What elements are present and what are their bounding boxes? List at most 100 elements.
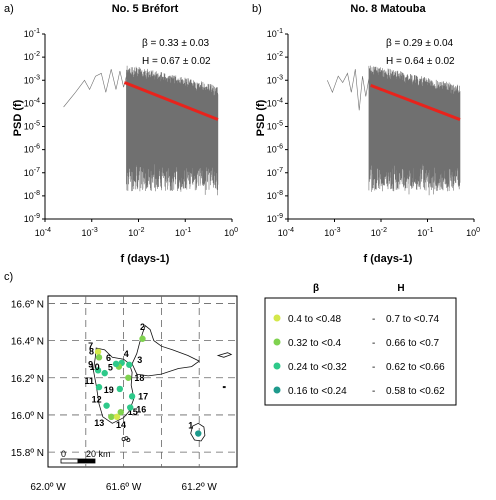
station-point-12 [103, 402, 110, 409]
map-y-tick-label: 16.4º N [11, 337, 44, 348]
psd-plot-brefort: 10-9 10-8 10-7 10-6 10-5 10-4 10-3 10-2 10-1 10-4… [24, 28, 238, 238]
panel-letter-b: b) [252, 3, 262, 15]
y-tick-label: 10-8 [267, 190, 283, 201]
x-tick-label: 10-4 [278, 227, 294, 238]
psd-plot-matouba: 10-9 10-8 10-7 10-6 10-5 10-4 10-3 10-2 10-1 10-4… [267, 28, 480, 238]
station-point-7 [94, 348, 102, 355]
legend-swatch [273, 314, 281, 322]
station-label-17: 17 [138, 391, 148, 401]
station-point-3 [126, 361, 133, 368]
hurst-stat-brefort: H = 0.67 ± 0.02 [142, 56, 211, 67]
islet [126, 438, 131, 443]
station-point-16 [127, 404, 134, 411]
legend-beta-range: 0.32 to <0.4 [288, 338, 342, 349]
x-tick-label: 10-4 [35, 227, 51, 238]
x-tick-label: 10-3 [82, 227, 98, 238]
y-tick-label: 10-8 [24, 190, 40, 201]
station-point-1 [195, 430, 202, 437]
y-tick-label: 10-9 [267, 213, 283, 224]
map-y-tick-label: 16.2º N [11, 374, 44, 385]
station-point-19 [116, 385, 124, 393]
station-label-4: 4 [124, 349, 129, 359]
y-tick-label: 10-5 [267, 121, 283, 132]
legend-beta-range: 0.4 to <0.48 [288, 314, 342, 325]
station-label-15: 15 [128, 407, 138, 417]
station-label-1: 1 [188, 421, 193, 431]
legend-h-range: 0.62 to <0.66 [386, 362, 445, 373]
legend-swatch [273, 362, 281, 370]
x-tick-label: 10-1 [175, 227, 191, 238]
station-point-17 [128, 393, 136, 400]
x-tick-label: 100 [224, 227, 238, 238]
station-label-10: 10 [90, 362, 100, 372]
x-axis-label-matouba: f (days-1) [364, 253, 413, 265]
panel-title-matouba: No. 8 Matouba [350, 3, 426, 15]
station-point-14 [113, 413, 121, 421]
station-label-13: 13 [94, 418, 104, 428]
y-tick-label: 10-2 [24, 51, 40, 62]
station-point-2 [139, 335, 146, 342]
psd-panel-brefort: a) No. 5 Bréfort 10-910-810-710-610-510-… [4, 3, 238, 265]
legend-swatch [273, 338, 281, 346]
legend-box [264, 297, 457, 406]
scale-bar-end-label: 20 km [86, 449, 111, 459]
station-label-6: 6 [106, 353, 111, 363]
map-x-tick-label: 61.6º W [106, 482, 142, 493]
x-tick-label: 10-2 [128, 227, 144, 238]
legend: β H 0.4 to <0.48-0.7 to <0.740.32 to <0.… [264, 283, 457, 406]
panel-letter-c: c) [4, 271, 13, 283]
y-axis-label-matouba: PSD (f) [255, 99, 267, 136]
y-tick-label: 10-1 [24, 28, 40, 39]
legend-h-range: 0.7 to <0.74 [386, 314, 440, 325]
station-point-8 [95, 354, 103, 361]
x-axis-label-brefort: f (days-1) [121, 253, 170, 265]
scale-bar-start-label: 0 [61, 449, 66, 459]
y-tick-label: 10-2 [267, 51, 283, 62]
coastline [216, 352, 233, 358]
station-map: 62.0º W 61.6º W 61.2º W 15.8º N 16.0º N 16.2º… [11, 295, 238, 493]
legend-item: 0.24 to <0.32 -0.62 to <0.66 [273, 362, 445, 373]
station-label-7: 7 [88, 341, 93, 351]
station-label-19: 19 [104, 385, 114, 395]
y-tick-label: 10-7 [24, 167, 40, 178]
beta-stat-matouba: β = 0.29 ± 0.04 [386, 38, 454, 49]
station-map-panel: c) 62.0º W 61.6º W 61.2º W15.8º N16.0º N16… [4, 271, 457, 493]
y-tick-label: 10-5 [24, 121, 40, 132]
psd-panel-matouba: b) No. 8 Matouba 10-910-810-710-610-510-… [252, 3, 480, 265]
station-label-12: 12 [92, 395, 102, 405]
station-point-9 [94, 367, 102, 374]
legend-separator: - [372, 314, 375, 325]
station-label-8: 8 [89, 346, 94, 356]
station-point-11 [95, 383, 103, 391]
station-point-13 [108, 413, 115, 421]
y-tick-label: 10-3 [24, 74, 40, 85]
station-label-16: 16 [136, 405, 146, 415]
legend-item: 0.32 to <0.4 -0.66 to <0.7 [273, 338, 440, 349]
station-point-10 [101, 369, 108, 377]
legend-items: 0.4 to <0.48-0.7 to <0.740.32 to <0.4-0.… [273, 314, 445, 397]
scale-bar-segment-black [77, 458, 96, 464]
legend-h-header: H [397, 283, 404, 294]
y-tick-label: 10-4 [267, 97, 283, 108]
legend-separator: - [372, 362, 375, 373]
station-label-14: 14 [116, 420, 126, 430]
y-tick-label: 10-1 [267, 28, 283, 39]
legend-h-range: 0.66 to <0.7 [386, 338, 440, 349]
fit-line-matouba [370, 83, 461, 121]
y-axis-label-brefort: PSD (f) [12, 99, 24, 136]
station-point-15 [117, 408, 124, 416]
station-label-9: 9 [88, 359, 93, 369]
x-tick-label: 10-3 [324, 227, 340, 238]
station-label-2: 2 [140, 322, 145, 332]
map-y-tick-label: 15.8º N [11, 448, 44, 459]
islet [121, 437, 126, 442]
legend-beta-header: β [313, 283, 319, 294]
station-label-11: 11 [85, 376, 95, 386]
panel-title-brefort: No. 5 Bréfort [112, 3, 179, 15]
coastline [92, 347, 135, 424]
map-frame [47, 295, 238, 468]
legend-item: 0.4 to <0.48 -0.7 to <0.74 [273, 314, 440, 325]
map-y-tick-label: 16.6º N [11, 299, 44, 310]
station-point-6 [112, 360, 120, 368]
panel-letter-a: a) [4, 3, 14, 15]
